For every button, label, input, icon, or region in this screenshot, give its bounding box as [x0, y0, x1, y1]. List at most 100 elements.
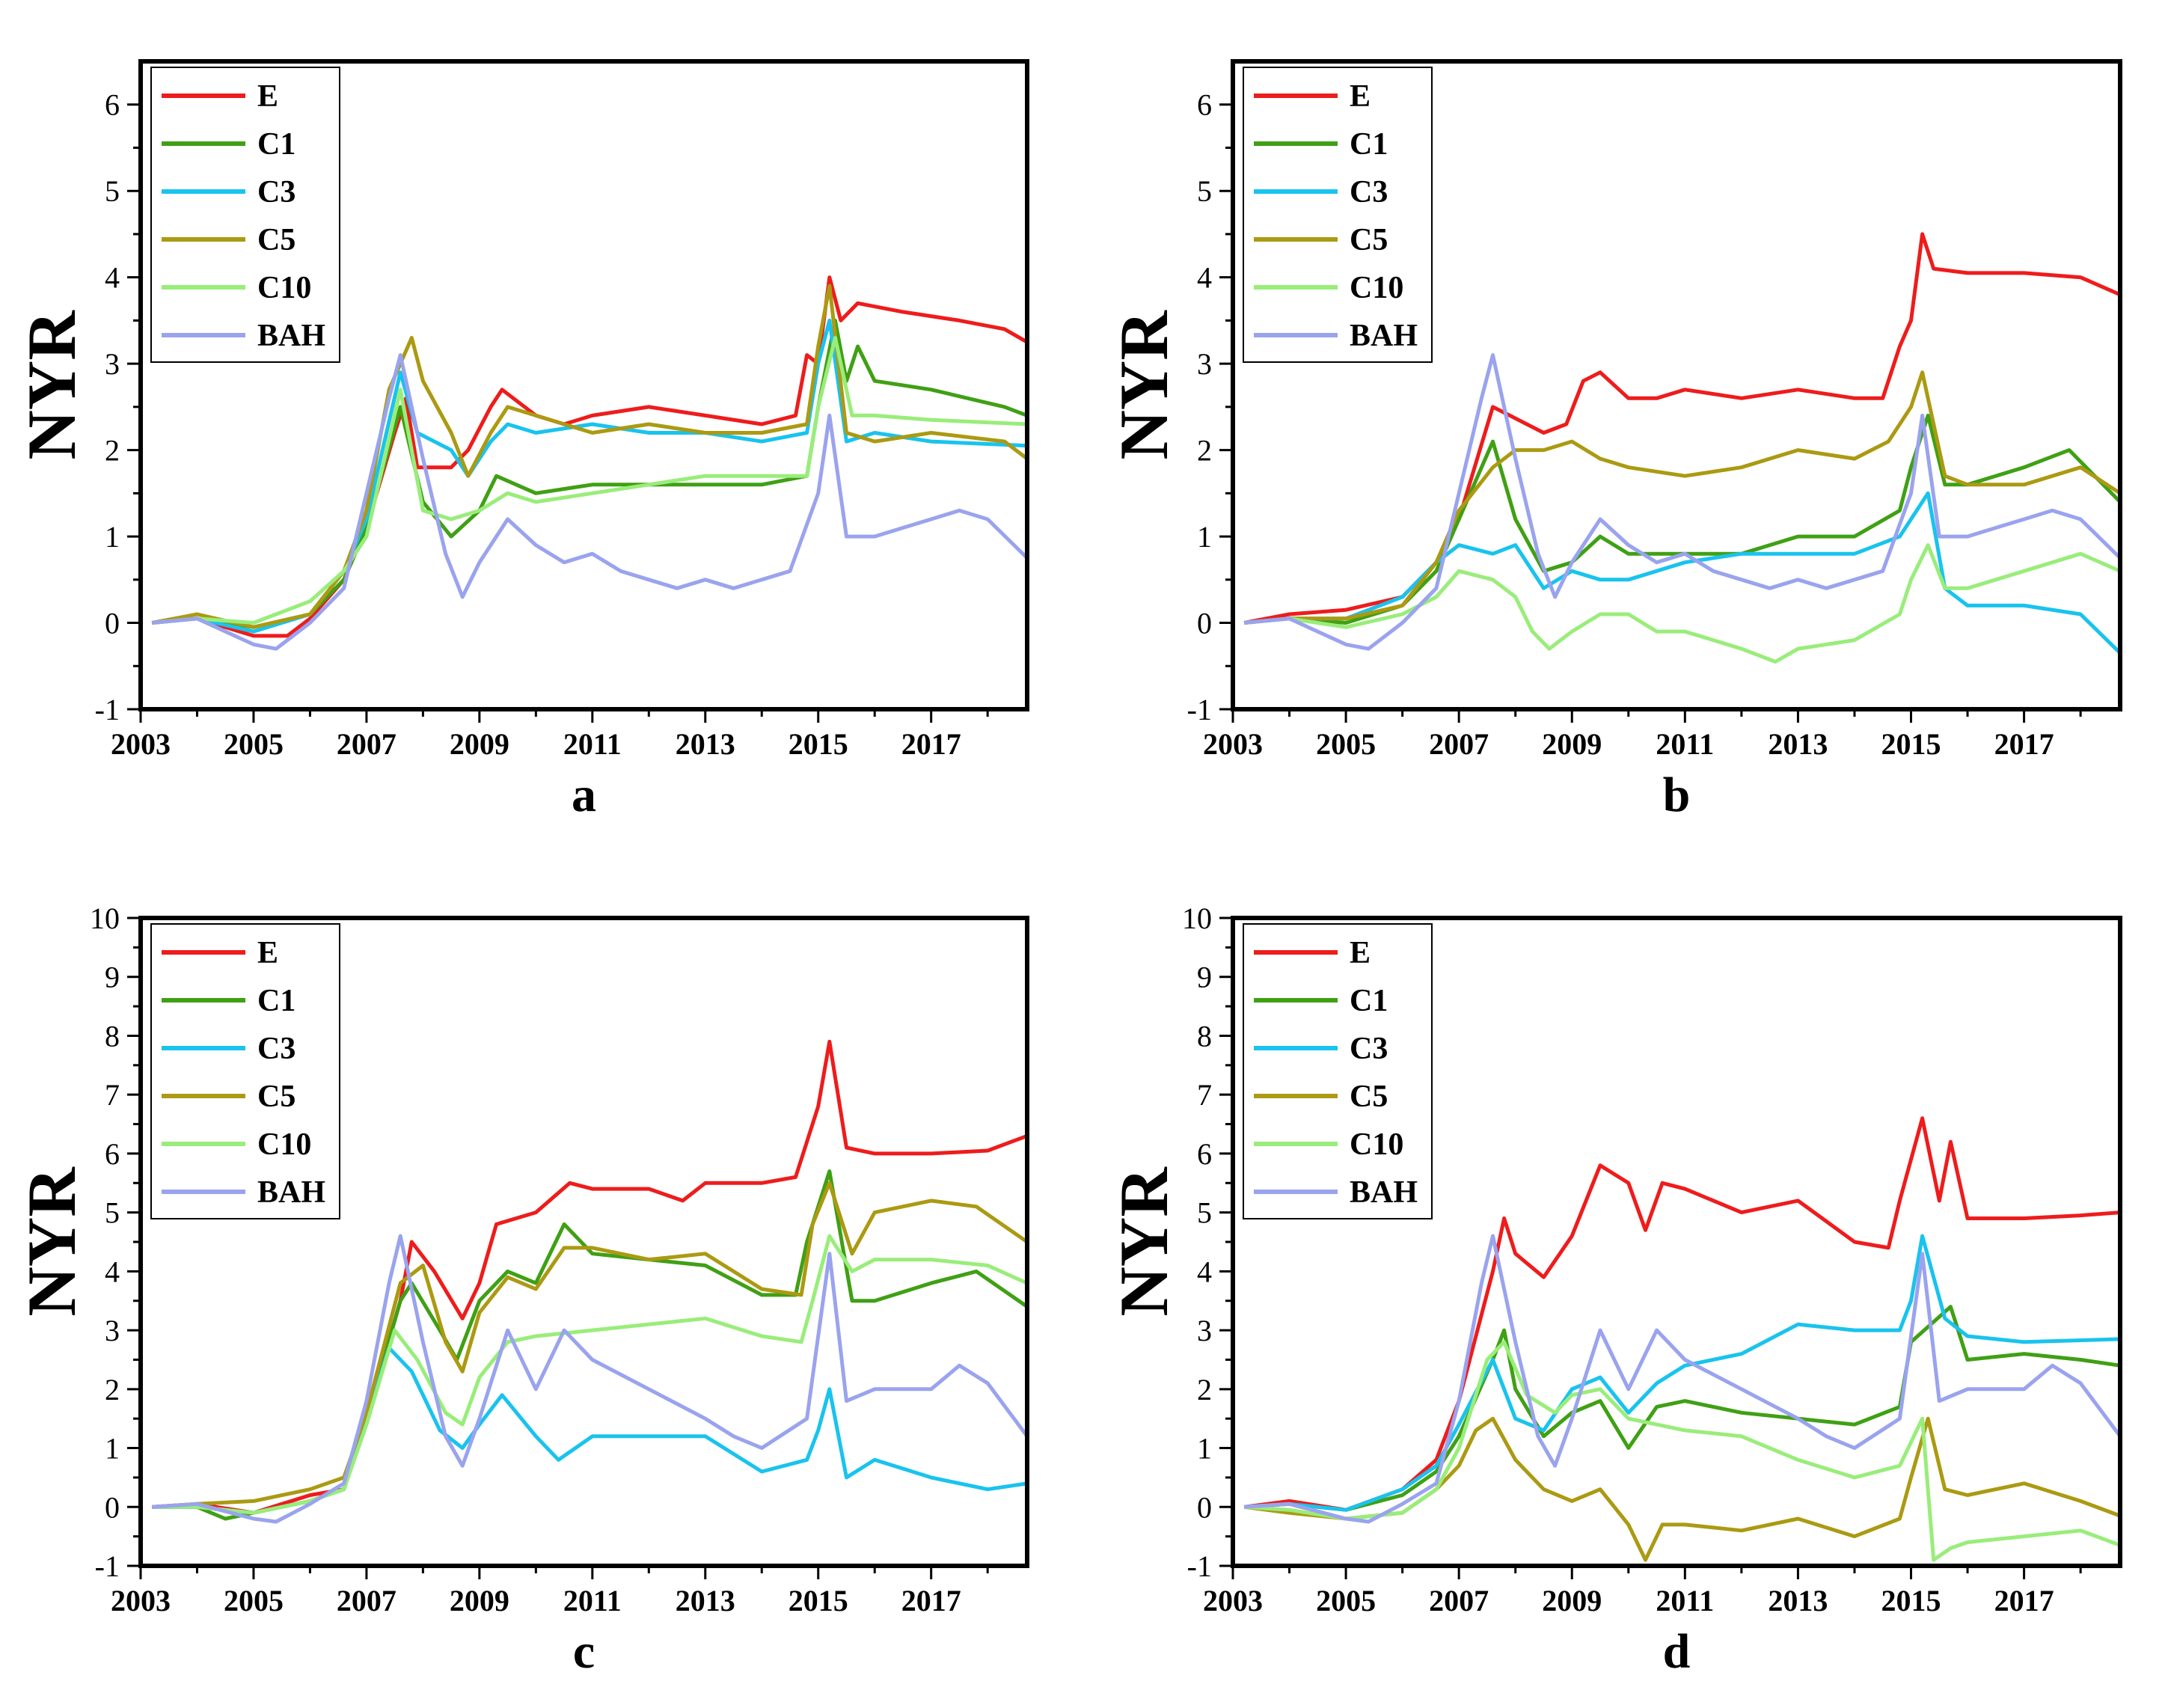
series-line-c3 [1243, 491, 2120, 655]
chart-panel-b: -1 0 1 2 3 4 5 6 2003 2005 2007 2009 2011 2013 2015 201… [1106, 59, 2122, 822]
legend-label-c10: C10 [1350, 1127, 1403, 1162]
y-tick-label: 2 [1197, 434, 1212, 468]
x-tick-label: 2005 [224, 1584, 284, 1617]
series-line-c5 [151, 284, 1027, 629]
legend-label-c3: C3 [257, 175, 296, 209]
x-tick-label: 2011 [1656, 1584, 1714, 1617]
legend-label-c3: C3 [257, 1032, 296, 1066]
x-tick-label: 2003 [111, 727, 171, 761]
y-tick-label: 0 [105, 1490, 120, 1524]
x-tick-label: 2009 [1542, 1584, 1602, 1617]
series-line-c3 [1243, 1234, 2120, 1512]
legend: E C1 C3 C5 C10 BAH [150, 923, 340, 1219]
x-tick-label: 2009 [1542, 727, 1602, 761]
series-line-c5 [1243, 1416, 2120, 1562]
x-tick-label: 2017 [1994, 727, 2054, 761]
x-tick-label: 2017 [901, 727, 961, 761]
legend-label-bah: BAH [257, 319, 325, 353]
x-tick-label: 2007 [337, 727, 396, 761]
legend-label-bah: BAH [1350, 1175, 1418, 1210]
series-line-bah [1243, 353, 2120, 651]
x-tick-label: 2013 [1768, 1584, 1828, 1617]
y-axis-label: NYR [13, 310, 90, 460]
series-line-c10 [151, 336, 1027, 625]
series-line-c10 [1243, 543, 2120, 664]
y-tick-label: 4 [105, 1255, 120, 1288]
x-tick-label: 2009 [450, 727, 509, 761]
y-tick-label: 7 [1197, 1078, 1212, 1112]
y-tick-label: 0 [1197, 607, 1212, 640]
legend-label-c10: C10 [257, 271, 311, 305]
legend-label-c5: C5 [1350, 223, 1388, 257]
y-tick-label: 6 [105, 88, 120, 122]
x-tick-label: 2011 [563, 727, 622, 761]
legend-box [1243, 923, 1433, 1219]
y-tick-label: -1 [1187, 693, 1212, 726]
legend: E C1 C3 C5 C10 BAH [1243, 67, 1433, 363]
legend: E C1 C3 C5 C10 BAH [1243, 923, 1433, 1219]
legend-label-c3: C3 [1350, 1032, 1388, 1066]
chart-panel-a: -1 0 1 2 3 4 5 6 2003 2005 2007 2009 2011 2013 2015 201… [13, 59, 1029, 822]
legend-label-c5: C5 [257, 1080, 296, 1114]
y-tick-label: 3 [105, 1314, 120, 1347]
x-tick-label: 2009 [450, 1584, 509, 1617]
series-line-c3 [151, 318, 1027, 634]
y-tick-label: -1 [95, 693, 120, 726]
series-line-e [1243, 1116, 2120, 1512]
plot-frame [1231, 59, 2122, 711]
y-tick-label: 3 [1197, 347, 1212, 381]
y-tick-label: 8 [105, 1019, 120, 1053]
y-tick-label: 3 [1197, 1314, 1212, 1347]
panel-label: a [572, 768, 596, 822]
y-tick-label: 2 [1197, 1373, 1212, 1407]
legend-label-bah: BAH [257, 1175, 325, 1210]
y-tick-label: 2 [105, 434, 120, 468]
y-tick-label: 4 [1197, 261, 1212, 295]
y-tick-label: 10 [1182, 902, 1212, 935]
y-tick-label: 0 [1197, 1490, 1212, 1524]
x-tick-label: 2013 [676, 1584, 735, 1617]
x-tick-label: 2007 [337, 1584, 396, 1617]
series-lines [1243, 232, 2120, 664]
series-lines [1243, 1116, 2120, 1562]
y-tick-label: 7 [105, 1078, 120, 1112]
y-tick-label: 1 [105, 1432, 120, 1466]
y-tick-label: 5 [1197, 1196, 1212, 1230]
y-tick-label: 4 [1197, 1255, 1212, 1288]
y-tick-label: 3 [105, 347, 120, 381]
legend-label-e: E [1350, 936, 1371, 970]
x-tick-label: 2013 [676, 727, 735, 761]
plot-frame [138, 59, 1029, 711]
legend-label-c1: C1 [1350, 984, 1388, 1018]
x-tick-label: 2015 [788, 727, 848, 761]
legend-label-c1: C1 [1350, 127, 1388, 162]
x-tick-label: 2003 [111, 1584, 171, 1617]
x-tick-label: 2003 [1203, 1584, 1263, 1617]
y-tick-label: 1 [1197, 520, 1212, 554]
x-tick-label: 2005 [224, 727, 284, 761]
chart-panel-d: -1 0 1 2 3 4 5 6 7 8 9 10 2003 2005 2007 2009 2011 2013 20… [1106, 902, 2122, 1679]
x-tick-label: 2011 [563, 1584, 622, 1617]
y-tick-label: 6 [1197, 1137, 1212, 1171]
y-tick-label: 4 [105, 261, 120, 295]
legend-label-e: E [257, 79, 278, 114]
legend-box [150, 67, 340, 363]
x-tick-label: 2017 [1994, 1584, 2054, 1617]
legend-box [150, 923, 340, 1219]
x-tick-label: 2015 [1881, 1584, 1941, 1617]
y-tick-label: 5 [105, 174, 120, 208]
y-tick-label: 6 [1197, 88, 1212, 122]
plot-frame [1231, 916, 2122, 1568]
x-tick-label: 2015 [788, 1584, 848, 1617]
series-lines [151, 1039, 1027, 1524]
series-line-c10 [1243, 1340, 2120, 1562]
y-tick-label: 5 [105, 1196, 120, 1230]
legend-label-c5: C5 [257, 223, 296, 257]
series-line-c1 [1243, 413, 2120, 625]
legend-label-e: E [257, 936, 278, 970]
y-tick-label: 8 [1197, 1019, 1212, 1053]
series-line-bah [151, 1234, 1027, 1524]
series-line-bah [151, 353, 1027, 651]
x-tick-label: 2013 [1768, 727, 1828, 761]
